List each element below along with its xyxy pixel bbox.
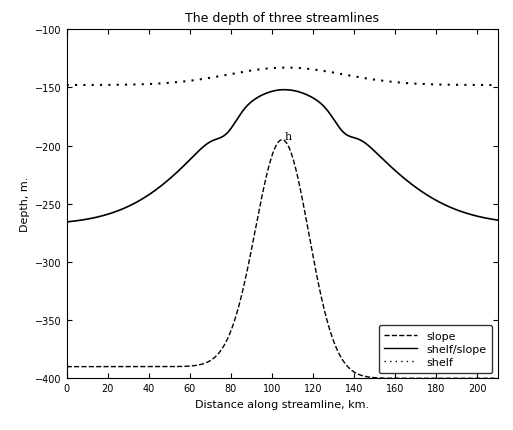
shelf [86,83,92,88]
slope [279,138,285,143]
shelf/slope [482,216,488,221]
slope [64,364,70,369]
slope [482,376,488,381]
slope [273,143,279,148]
Line: shelf/slope: shelf/slope [67,90,498,222]
Text: h: h [285,132,292,141]
shelf [262,67,268,72]
slope [262,181,268,186]
X-axis label: Distance along streamline, km.: Distance along streamline, km. [195,399,369,409]
slope [86,364,92,369]
shelf/slope [64,220,70,225]
shelf [273,66,279,71]
Legend: slope, shelf/slope, shelf: slope, shelf/slope, shelf [379,325,492,373]
shelf/slope [262,92,268,97]
shelf [283,66,289,71]
shelf [495,83,501,89]
shelf/slope [86,217,92,222]
Y-axis label: Depth, m.: Depth, m. [19,177,30,232]
slope [403,376,409,381]
Line: slope: slope [67,141,498,378]
shelf [482,83,488,88]
slope [495,376,501,381]
Line: shelf: shelf [67,68,498,86]
slope [482,376,488,381]
shelf [403,81,409,86]
shelf/slope [273,89,279,94]
shelf [64,83,70,89]
shelf [482,83,488,88]
shelf/slope [403,178,409,183]
shelf/slope [281,88,287,93]
shelf/slope [482,216,488,221]
Title: The depth of three streamlines: The depth of three streamlines [185,12,379,25]
shelf/slope [495,218,501,223]
